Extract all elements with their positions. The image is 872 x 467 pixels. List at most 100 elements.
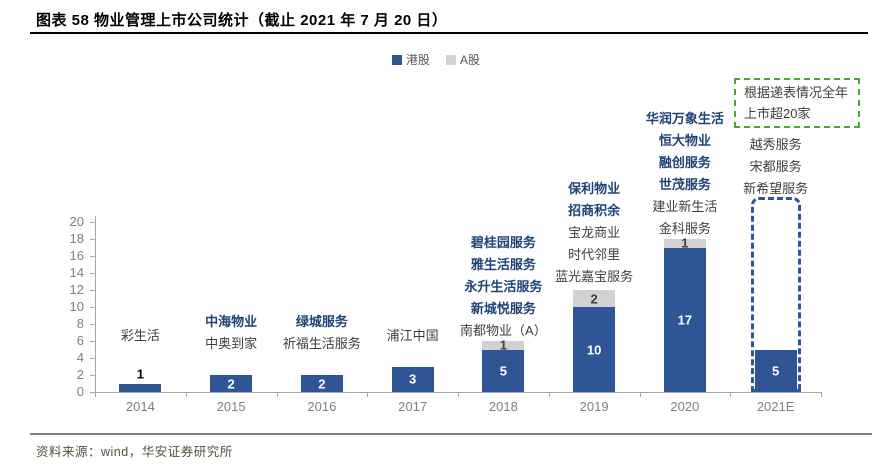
bar-segment-a (482, 341, 525, 350)
y-axis-tick-label: 16 (69, 248, 84, 263)
bar-segment-hk (482, 349, 525, 392)
annotation-column-2014: 彩生活 (121, 325, 160, 347)
y-axis-tick-label: 4 (76, 350, 84, 365)
annotation-line: 中海物业 (205, 314, 258, 329)
y-axis-tick (90, 222, 95, 223)
bar-value-a: 2 (590, 291, 598, 306)
x-axis-tick (730, 392, 731, 397)
x-axis-category-label: 2017 (398, 399, 428, 414)
annotation-line: 融创服务 (658, 155, 711, 170)
y-axis-tick (90, 307, 95, 308)
annotation-column-2019: 保利物业 招商积余 宝龙商业 时代邻里 蓝光嘉宝服务 (555, 178, 633, 288)
x-axis-category-label: 2014 (125, 399, 155, 414)
annotation-column-2020: 华润万象生活 恒大物业融创服务世茂服务建业新生活金科服务 (646, 108, 724, 240)
annotation-line: 彩生活 (120, 328, 160, 343)
bar-segment-hk (573, 307, 616, 392)
annotation-line: 宝龙商业 (568, 225, 621, 240)
x-axis-tick (367, 392, 368, 397)
annotation-column-2018: 碧桂园服务雅生活服务永升生活服务 新城悦服务南都物业（A） (460, 232, 547, 342)
annotation-line: 恒大物业 (658, 133, 711, 148)
y-axis-tick (90, 392, 95, 393)
bar-segment-hk (210, 375, 253, 392)
x-axis-category-label: 2016 (307, 399, 337, 414)
y-axis-tick-label: 6 (76, 333, 84, 348)
x-axis-tick (277, 392, 278, 397)
x-axis-category-label: 2015 (216, 399, 246, 414)
y-axis-tick-label: 20 (69, 214, 84, 229)
annotation-column-2017: 浦江中国 (387, 325, 439, 347)
bar-segment-hk (119, 383, 162, 392)
bar-value-hk: 2 (318, 376, 326, 391)
bar-segment-a (663, 239, 706, 248)
annotation-line: 宋都服务 (749, 159, 802, 174)
annotation-line: 碧桂园服务 (470, 235, 536, 250)
x-axis-tick (640, 392, 641, 397)
y-axis-tick (90, 290, 95, 291)
legend-swatch-hk (391, 54, 402, 65)
annotation-line: 中奥到家 (205, 336, 258, 351)
legend-item-hk: 港股 (391, 51, 430, 68)
x-axis-category-label: 2019 (579, 399, 609, 414)
y-axis-tick (90, 256, 95, 257)
y-axis-tick (90, 358, 95, 359)
annotation-line: 华润万象生活 (645, 111, 724, 126)
annotation-line: 新希望服务 (743, 181, 809, 196)
legend-label-hk: 港股 (405, 53, 430, 67)
annotation-line: 越秀服务 (749, 137, 802, 152)
x-axis-tick (821, 392, 822, 397)
note-box: 根据递表情况全年上市超20家 (734, 78, 860, 128)
annotation-line: 雅生活服务 (470, 257, 536, 272)
bar-value-hk: 1 (136, 366, 144, 381)
bar-value-hk: 2 (227, 376, 235, 391)
y-axis-tick-label: 2 (76, 367, 84, 382)
legend-label-a: A股 (460, 53, 481, 67)
bottom-rule (30, 433, 872, 435)
chart-legend: 港股 A股 (391, 51, 480, 68)
x-axis-tick (458, 392, 459, 397)
x-axis-category-label: 2021E (756, 399, 795, 414)
annotation-line: 祈福生活服务 (282, 336, 361, 351)
annotation-line: 南都物业（A） (460, 323, 547, 338)
annotation-line: 金科服务 (658, 221, 711, 236)
y-axis-tick-label: 8 (76, 316, 84, 331)
annotation-line: 蓝光嘉宝服务 (555, 269, 634, 284)
annotation-column-2015: 中海物业 中奥到家 (205, 311, 257, 355)
y-axis-tick-label: 18 (69, 231, 84, 246)
bar-value-a: 1 (681, 235, 689, 251)
x-axis-tick (95, 392, 96, 397)
bar-segment-hk (754, 349, 797, 392)
annotation-line: 时代邻里 (568, 247, 621, 262)
x-axis-tick (186, 392, 187, 397)
x-axis-tick (549, 392, 550, 397)
bar-value-hk: 5 (772, 363, 780, 379)
bar-value-hk: 5 (499, 363, 507, 379)
annotation-line: 保利物业 (568, 181, 621, 196)
x-axis-category-label: 2018 (488, 399, 518, 414)
figure-title: 图表 58 物业管理上市公司统计（截止 2021 年 7 月 20 日） (36, 12, 448, 29)
legend-item-a: A股 (446, 51, 480, 68)
source-line: 资料来源：wind，华安证券研究所 (36, 445, 233, 459)
annotation-line: 浦江中国 (386, 328, 439, 343)
y-axis-tick (90, 341, 95, 342)
y-axis-tick (90, 375, 95, 376)
y-axis-tick-label: 10 (69, 299, 84, 314)
bar-segment-hk (300, 375, 343, 392)
annotation-line: 世茂服务 (658, 177, 711, 192)
annotation-line: 建业新生活 (652, 199, 718, 214)
bar-value-hk: 10 (586, 342, 602, 357)
annotation-column-2021E: 越秀服务宋都服务新希望服务 (743, 134, 808, 200)
x-axis-category-label: 2020 (670, 399, 700, 414)
y-axis-tick-label: 14 (69, 265, 84, 280)
bar-segment-hk (663, 247, 706, 392)
legend-swatch-a (446, 54, 456, 65)
annotation-line: 绿城服务 (295, 314, 348, 329)
annotation-line: 新城悦服务 (470, 301, 536, 316)
bar-value-hk: 17 (677, 312, 693, 328)
y-axis-tick-label: 0 (76, 384, 84, 399)
annotation-line: 永升生活服务 (464, 279, 543, 294)
y-axis-line (95, 216, 96, 393)
y-axis-tick (90, 239, 95, 240)
y-axis-tick-label: 12 (69, 282, 84, 297)
title-rule (30, 32, 868, 34)
